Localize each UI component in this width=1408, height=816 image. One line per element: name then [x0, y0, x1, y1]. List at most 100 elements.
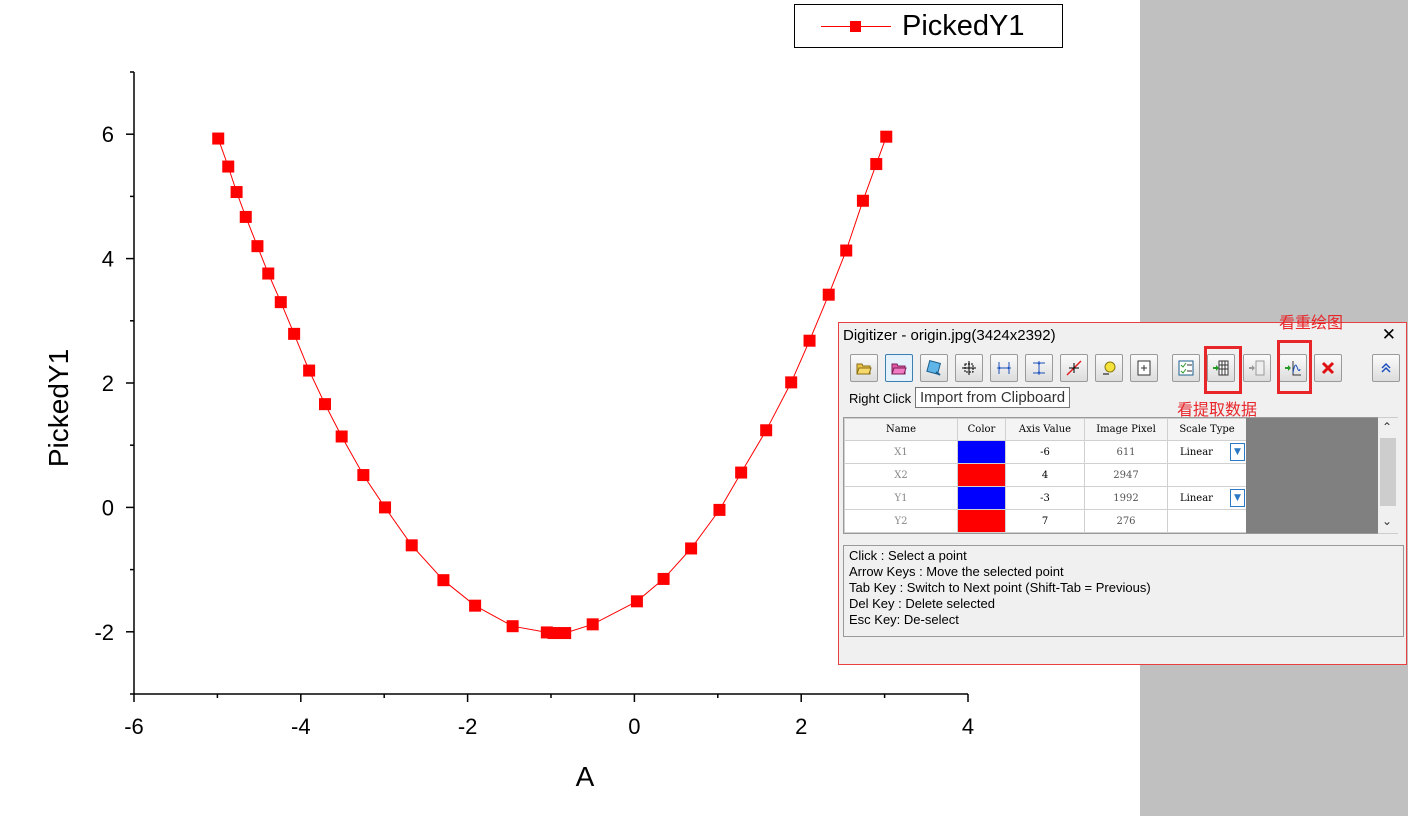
- set-x-axis-button[interactable]: [990, 354, 1018, 382]
- scroll-up-icon[interactable]: ⌃: [1382, 420, 1393, 434]
- export-data-button[interactable]: [1243, 354, 1271, 382]
- import-clipboard-icon: [891, 363, 907, 375]
- close-button[interactable]: ✕: [1381, 325, 1396, 344]
- cell-name: Y2: [844, 509, 958, 533]
- set-y-axis-button[interactable]: [1025, 354, 1053, 382]
- scroll-thumb[interactable]: [1380, 438, 1396, 506]
- highlight-box-data: [1204, 346, 1242, 394]
- scale-type-dropdown[interactable]: ▼: [1230, 443, 1245, 461]
- scale-type-value: Linear: [1180, 492, 1213, 504]
- cell-scale-type[interactable]: Linear ▼: [1167, 440, 1247, 464]
- rotate-image-button[interactable]: [920, 354, 948, 382]
- help-line: Esc Key: De-select: [849, 612, 959, 627]
- digitizer-window: Digitizer - origin.jpg(3424x2392) ✕: [838, 322, 1407, 665]
- data-point: [547, 627, 560, 640]
- y-tick-label: 2: [102, 371, 114, 396]
- x-tick-label: 2: [795, 714, 807, 739]
- data-point: [222, 160, 235, 173]
- data-point: [870, 158, 883, 171]
- collapse-button[interactable]: [1372, 354, 1400, 382]
- go-to-data-button[interactable]: [1207, 354, 1235, 382]
- import-clipboard-button[interactable]: [885, 354, 913, 382]
- header-image-pixel: Image Pixel: [1084, 418, 1168, 441]
- y-axis-label: PickedY1: [43, 349, 74, 467]
- set-x-axis-icon: [997, 362, 1011, 374]
- plot-area: -6 -4 -2 0 2 4 -2 0 2 4 6 A PickedY1: [43, 71, 974, 792]
- delete-button[interactable]: [1314, 354, 1342, 382]
- cell-color[interactable]: [957, 486, 1006, 510]
- table-scrollbar[interactable]: ⌃ ⌄: [1378, 417, 1398, 534]
- cell-axis-value[interactable]: -6: [1005, 440, 1085, 464]
- set-y-axis-icon: [1033, 361, 1045, 375]
- help-panel: Click : Select a point Arrow Keys : Move…: [843, 545, 1404, 637]
- help-line: Click : Select a point: [849, 548, 967, 563]
- zoom-button[interactable]: [1130, 354, 1158, 382]
- cell-color[interactable]: [957, 463, 1006, 487]
- data-point: [469, 599, 482, 612]
- series-line: [217, 136, 887, 634]
- data-point: [405, 539, 418, 552]
- data-point: [239, 210, 252, 223]
- table-row[interactable]: Y1 -3 1992 Linear ▼: [844, 486, 1247, 510]
- scroll-down-icon[interactable]: ⌄: [1382, 514, 1393, 528]
- data-point: [262, 267, 275, 280]
- table-row[interactable]: X2 4 2947: [844, 463, 1247, 487]
- collapse-icon: [1381, 362, 1391, 373]
- data-point: [880, 130, 893, 143]
- cell-image-pixel: 611: [1084, 440, 1168, 464]
- go-to-graph-icon: [1285, 361, 1301, 376]
- y-tick-label: 4: [102, 247, 114, 272]
- checklist-icon: [1178, 360, 1194, 376]
- checklist-button[interactable]: [1172, 354, 1200, 382]
- help-line: Arrow Keys : Move the selected point: [849, 564, 1064, 579]
- set-xy-axes-button[interactable]: [955, 354, 983, 382]
- data-point: [357, 469, 370, 482]
- pick-points-button[interactable]: [1060, 354, 1088, 382]
- data-point: [506, 620, 519, 633]
- delete-icon: [1321, 361, 1335, 375]
- cell-scale-type: [1167, 509, 1247, 533]
- cell-name: X2: [844, 463, 958, 487]
- header-name: Name: [844, 418, 958, 441]
- go-to-data-icon: [1213, 360, 1229, 376]
- scale-type-dropdown[interactable]: ▼: [1230, 489, 1245, 507]
- cell-image-pixel: 276: [1084, 509, 1168, 533]
- cell-axis-value[interactable]: -3: [1005, 486, 1085, 510]
- data-point: [251, 240, 264, 253]
- data-point: [212, 132, 225, 145]
- header-scale-type: Scale Type: [1167, 418, 1247, 441]
- x-tick-label: 4: [962, 714, 974, 739]
- go-to-graph-button[interactable]: [1279, 354, 1307, 382]
- cell-axis-value[interactable]: 4: [1005, 463, 1085, 487]
- open-folder-icon: [856, 363, 872, 375]
- help-line: Tab Key : Switch to Next point (Shift-Ta…: [849, 580, 1151, 595]
- data-point: [274, 296, 287, 309]
- axis-grid: Name Color Axis Value Image Pixel Scale …: [844, 418, 1247, 533]
- table-row[interactable]: Y2 7 276: [844, 509, 1247, 533]
- y-tick-label: -2: [94, 620, 114, 645]
- data-point: [335, 430, 348, 443]
- window-title: Digitizer - origin.jpg(3424x2392): [843, 327, 1056, 344]
- data-point: [559, 627, 572, 640]
- data-point: [803, 334, 816, 347]
- x-tick-label: -4: [291, 714, 311, 739]
- legend-label: PickedY1: [902, 10, 1025, 42]
- data-point: [318, 398, 331, 411]
- cell-scale-type[interactable]: Linear ▼: [1167, 486, 1247, 510]
- data-point: [437, 574, 450, 587]
- table-row[interactable]: X1 -6 611 Linear ▼: [844, 440, 1247, 464]
- data-point: [760, 424, 773, 437]
- annotation-goto-graph: 看重绘图: [1279, 315, 1344, 332]
- auto-trace-button[interactable]: [1095, 354, 1123, 382]
- cell-axis-value[interactable]: 7: [1005, 509, 1085, 533]
- cell-name: X1: [844, 440, 958, 464]
- cell-color[interactable]: [957, 509, 1006, 533]
- x-tick-label: -2: [458, 714, 478, 739]
- data-point: [379, 501, 392, 514]
- cell-color[interactable]: [957, 440, 1006, 464]
- cell-image-pixel: 1992: [1084, 486, 1168, 510]
- export-data-icon: [1249, 360, 1265, 376]
- data-point: [713, 503, 726, 516]
- open-folder-button[interactable]: [850, 354, 878, 382]
- x-tick-label: 0: [628, 714, 640, 739]
